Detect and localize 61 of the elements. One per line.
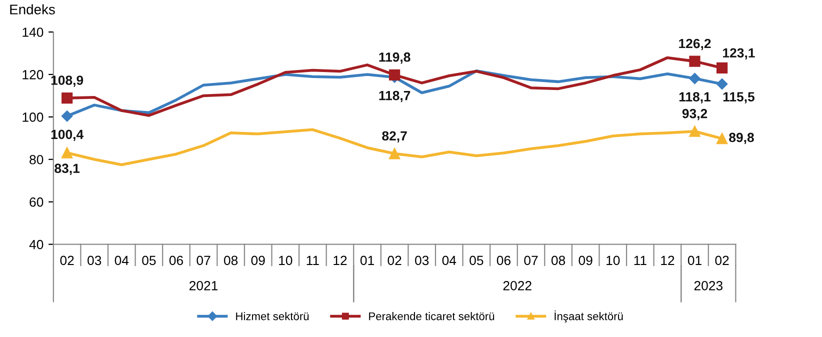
y-tick-label: 100 [22,112,44,122]
point [62,147,73,158]
data-label: 82,7 [382,131,407,142]
x-tick-label: 07 [524,256,538,266]
data-label: 100,4 [51,130,84,141]
x-tick-label: 12 [661,256,674,265]
data-label: 123,1 [723,48,755,60]
point [689,126,700,137]
x-tick-label: 09 [251,256,265,266]
x-tick-label: 02 [388,256,402,266]
x-tick-label: 06 [169,256,183,266]
point [716,78,728,90]
data-label: 115,5 [723,92,754,104]
legend-label: Perakende ticaret sektörü [369,312,494,320]
x-tick-label: 04 [442,256,456,266]
x-tick-label: 12 [334,256,347,265]
point [61,110,73,122]
y-axis-title: Endeks [10,4,55,14]
legend-label: Hizmet sektörü [236,312,309,320]
x-tick-label: 03 [415,256,429,266]
point [716,62,728,74]
data-label: 118,1 [679,92,711,104]
y-tick-label: 40 [29,240,44,250]
x-tick-label: 03 [88,256,102,266]
x-tick-label: 10 [606,256,620,266]
y-tick-label: 120 [22,70,44,80]
point [689,72,700,84]
data-label: 118,7 [379,90,410,102]
point [389,148,400,160]
x-tick-label: 11 [306,256,319,265]
point [389,69,400,80]
x-tick-label: 01 [688,256,702,266]
x-tick-label: 01 [360,256,374,266]
x-tick-label: 06 [496,256,510,266]
legend-label: İnşaat sektörü [554,310,623,322]
data-label: 89,8 [729,132,754,144]
text: 2021 [190,280,218,290]
x-tick-label: 07 [196,256,210,266]
y-tick-label: 60 [30,197,44,207]
x-tick-label: 08 [224,256,238,266]
point [716,133,728,144]
text: 2023 [694,280,722,290]
data-label: 93,2 [682,108,708,120]
x-tick-label: 04 [114,256,129,266]
x-tick-label: 02 [60,256,74,266]
data-label: 83,1 [54,164,80,175]
data-label: 108,9 [51,76,84,87]
x-tick-label: 08 [551,256,566,266]
point [62,92,73,104]
x-tick-label: 09 [578,256,592,266]
x-tick-label: 05 [142,256,156,266]
x-tick-label: 02 [715,256,729,266]
data-label: 119,8 [379,52,410,64]
text: 2022 [503,280,532,290]
x-tick-label: 10 [279,256,292,266]
data-label: 126,2 [679,38,711,50]
y-tick-label: 80 [30,154,44,164]
x-tick-label: 05 [470,256,484,266]
x-tick-label: 11 [634,256,646,265]
y-tick-label: 140 [22,28,44,37]
point [689,56,700,67]
